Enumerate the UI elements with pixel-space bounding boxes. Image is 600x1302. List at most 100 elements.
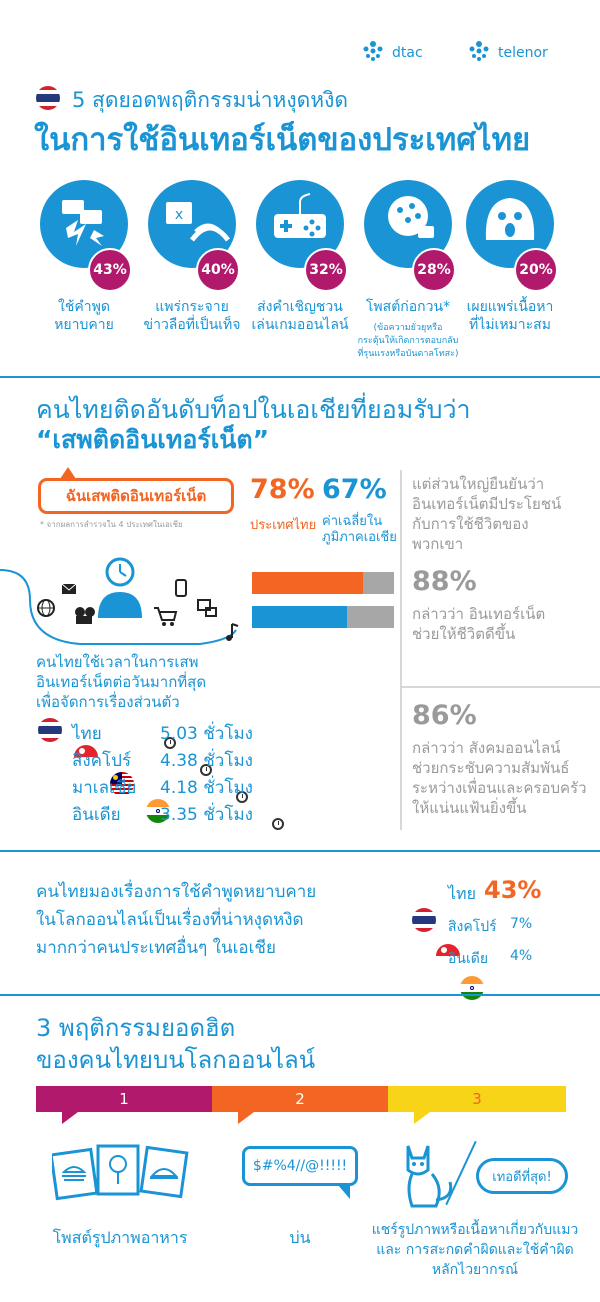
usage-hours: 3.35 ชั่วโมง [160, 805, 253, 825]
complaint-bubble-icon: $#%4//@!!!!! [242, 1146, 358, 1186]
game-controller-icon [274, 193, 326, 238]
rudeness-country: สิงคโปร์ [448, 919, 497, 935]
clock-icon [272, 818, 284, 830]
addiction-heading-quote: “เสพติดอินเทอร์เน็ต” [36, 425, 270, 454]
network-icon [197, 599, 217, 617]
rudeness-text: คนไทยมองเรื่องการใช้คำพูดหยาบคาย ในโลกออ… [36, 882, 317, 958]
behavior-label: โพสต์ก่อกวน* [365, 299, 451, 315]
percent-badge: 20% [514, 248, 558, 292]
side-panel-border [400, 470, 402, 830]
asia-avg-pct: 67% [322, 474, 387, 505]
dtac-logo: dtac [360, 40, 423, 66]
rudeness-list: ไทย 43% สิงคโปร์ 7% อินเดีย 4% [0, 28, 600, 1000]
clock-icon [164, 737, 176, 749]
rank-pointer [414, 1112, 430, 1124]
cat-speech-bubble: เทอดีที่สุด! [476, 1158, 568, 1194]
complaint-bubble-tail [338, 1185, 350, 1199]
telenor-logo: telenor [466, 40, 548, 66]
speech-bubbles-lightning-icon [62, 200, 104, 246]
stat1-text: กล่าวว่า อินเทอร์เน็ต ช่วยให้ชีวิตดีขึ้น [412, 605, 546, 643]
globe-icon [37, 599, 55, 617]
top3-heading-2: ของคนไทยบนโลกออนไลน์ [36, 1046, 316, 1074]
section-divider-2 [0, 850, 600, 852]
svg-text:x: x [175, 207, 183, 223]
usage-country: ไทย [72, 724, 102, 744]
stat2-text: กล่าวว่า สังคมออนไลน์ ช่วยกระชับความสัมพ… [412, 739, 587, 817]
usage-country: อินเดีย [72, 805, 121, 825]
rudeness-country: อินเดีย [448, 951, 489, 967]
behavior-label: เผยแพร่เนื้อหา ที่ไม่เหมาะสม [466, 299, 554, 333]
top3-item2-label: บ่น [289, 1228, 311, 1247]
rudeness-country: ไทย [448, 884, 476, 903]
usage-country: สิงคโปร์ [72, 751, 132, 771]
rank-pointer [238, 1112, 254, 1124]
usage-list: ไทย 5.03 ชั่วโมงสิงคโปร์ 4.38 ชั่วโมงมาเลเ… [0, 0, 600, 830]
rank-pointer [62, 1112, 78, 1124]
stat2-pct: 86% [412, 700, 477, 731]
addiction-heading: คนไทยติดอันดับท็อปในเอเชียที่ยอมรับว่า [36, 395, 471, 424]
music-note-icon [226, 623, 239, 641]
india-flag-icon [460, 976, 484, 1000]
top3-item1-label: โพสต์รูปภาพอาหาร [52, 1228, 188, 1247]
side-intro: แต่ส่วนใหญ่ยืนยันว่า อินเทอร์เน็ตมีประโย… [412, 475, 562, 553]
usage-curve [0, 569, 237, 645]
rudeness-pct: 43% [484, 876, 542, 904]
stat1-pct: 88% [412, 566, 477, 597]
behavior-label: แพร่กระจาย ข่าวลือที่เป็นเท็จ [143, 299, 241, 333]
usage-hours: 5.03 ชั่วโมง [160, 724, 253, 744]
rudeness-pct: 4% [510, 948, 533, 964]
callout-pointer [60, 467, 76, 479]
rudeness-pct: 7% [510, 916, 533, 932]
brain-network-icon [388, 196, 434, 238]
cat-icon [406, 1145, 453, 1208]
percent-badge: 40% [196, 248, 240, 292]
dtac-logo-icon [363, 41, 383, 61]
shopping-cart-icon [154, 607, 178, 626]
side-panel-separator [400, 686, 600, 688]
thai-flag-icon [36, 86, 60, 114]
usage-country: มาเลเซีย [72, 778, 137, 798]
asia-avg-bar [252, 606, 348, 628]
behavior-label: ใช้คำพูด หยาบคาย [54, 299, 114, 333]
malaysia-flag-icon [110, 772, 134, 796]
usage-hours: 4.38 ชั่วโมง [160, 751, 253, 771]
clock-icon [236, 791, 248, 803]
singapore-flag-icon [74, 745, 98, 769]
rank-2: 2 [212, 1086, 388, 1112]
footnote: * จากผลการสำรวจใน 4 ประเทศในเอเชีย [40, 520, 183, 529]
usage-hours: 4.18 ชั่วโมง [160, 778, 253, 798]
india-flag-icon [146, 799, 170, 823]
telenor-logo-icon [469, 41, 489, 61]
telenor-label: telenor [498, 45, 548, 61]
behavior-note: (ข้อความยั่วยุหรือ กระตุ้นให้เกิดการตอบก… [357, 323, 459, 359]
thai-addiction-bar [252, 572, 363, 594]
phone-icon [175, 579, 187, 597]
usage-illustration [0, 557, 239, 645]
video-camera-icon [75, 607, 95, 624]
singapore-flag-icon [436, 944, 460, 968]
dtac-label: dtac [392, 45, 423, 61]
percent-badge: 32% [304, 248, 348, 292]
top3-heading-1: 3 พฤติกรรมยอดฮิต [36, 1014, 236, 1042]
thai-flag-icon [38, 718, 62, 742]
person-icon [98, 557, 142, 618]
section-divider-3 [0, 994, 600, 996]
percent-badge: 43% [88, 248, 132, 292]
thai-flag-icon [412, 908, 436, 932]
behavior-label: ส่งคำเชิญชวน เล่นเกมออนไลน์ [251, 299, 349, 333]
behavior-circle: x [148, 180, 236, 268]
mail-icon [61, 583, 77, 594]
rank-3: 3 [388, 1086, 566, 1112]
rank-1: 1 [36, 1086, 212, 1112]
section-divider-1 [0, 376, 600, 378]
addiction-callout: ฉันเสพติดอินเทอร์เน็ต [38, 478, 234, 514]
header-subtitle: 5 สุดยอดพฤติกรรมน่าหงุดหงิด [72, 88, 348, 112]
chat-rumor-wifi-icon: x [166, 202, 230, 242]
usage-text: คนไทยใช้เวลาในการเสพ อินเทอร์เน็ตต่อวันม… [36, 653, 207, 711]
behavior-circle [364, 180, 452, 268]
behavior-circle [466, 180, 554, 268]
asia-avg-label: ค่าเฉลี่ยใน ภูมิภาคเอเชีย [322, 514, 397, 545]
behavior-circle [40, 180, 128, 268]
thai-addiction-label: ประเทศไทย [250, 518, 317, 533]
thai-addiction-pct: 78% [250, 474, 315, 505]
